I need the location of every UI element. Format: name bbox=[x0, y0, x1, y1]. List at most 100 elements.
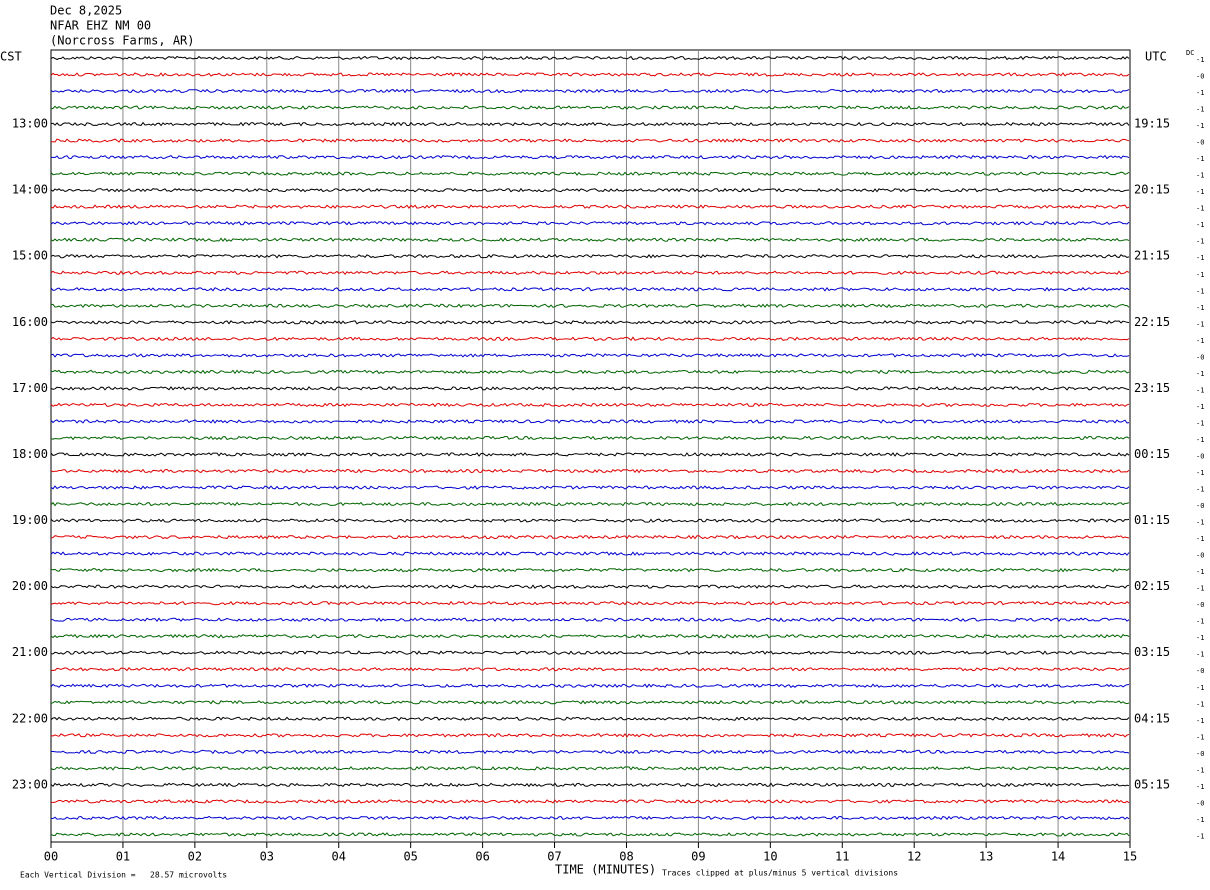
trace bbox=[50, 369, 1130, 375]
cst-label: 20:00 bbox=[12, 579, 48, 593]
trace bbox=[50, 270, 1130, 275]
cst-label: 17:00 bbox=[12, 381, 48, 395]
x-tick-label: 01 bbox=[116, 850, 130, 864]
trace bbox=[50, 782, 1130, 788]
trace bbox=[50, 633, 1130, 639]
trace bbox=[50, 171, 1130, 176]
trace bbox=[50, 303, 1130, 309]
x-tick-label: 09 bbox=[691, 850, 705, 864]
cst-label: 22:00 bbox=[12, 711, 48, 725]
x-tick-label: 12 bbox=[907, 850, 921, 864]
date: Dec 8,2025 bbox=[50, 4, 122, 18]
trace bbox=[50, 683, 1130, 689]
cst-label: 14:00 bbox=[12, 183, 48, 197]
dc-label: DC bbox=[1186, 49, 1194, 57]
trace bbox=[50, 386, 1130, 391]
dc-offset: -1 bbox=[1196, 106, 1204, 114]
trace bbox=[50, 72, 1130, 77]
dc-offset: -0 bbox=[1196, 601, 1204, 609]
utc-label: 19:15 bbox=[1134, 117, 1170, 131]
trace bbox=[50, 286, 1130, 292]
plot-frame bbox=[50, 49, 1131, 843]
trace bbox=[50, 402, 1130, 408]
dc-offset: -1 bbox=[1196, 783, 1204, 791]
dc-offset: -0 bbox=[1196, 799, 1204, 807]
utc-label: 00:15 bbox=[1134, 447, 1170, 461]
dc-offset: -1 bbox=[1196, 172, 1204, 180]
x-tick-label: 03 bbox=[260, 850, 274, 864]
dc-offset: -1 bbox=[1196, 188, 1204, 196]
cst-label: 19:00 bbox=[12, 513, 48, 527]
trace bbox=[50, 419, 1130, 424]
trace bbox=[50, 88, 1130, 94]
trace bbox=[51, 154, 1130, 160]
x-tick-label: 00 bbox=[44, 850, 58, 864]
cst-label: 18:00 bbox=[12, 447, 48, 461]
dc-offset: -1 bbox=[1196, 832, 1204, 840]
x-tick-label: 06 bbox=[475, 850, 489, 864]
dc-offset: -1 bbox=[1196, 155, 1204, 163]
dc-offset: -1 bbox=[1196, 320, 1204, 328]
division-note: Each Vertical Division = 28.57 microvolt… bbox=[20, 871, 227, 880]
trace bbox=[50, 55, 1130, 61]
dc-offset: -1 bbox=[1196, 419, 1204, 427]
trace bbox=[50, 551, 1130, 556]
x-axis-label: TIME (MINUTES) bbox=[555, 863, 656, 877]
trace bbox=[50, 485, 1130, 490]
x-tick-label: 14 bbox=[1051, 850, 1065, 864]
dc-offset: -1 bbox=[1196, 370, 1204, 378]
dc-offset: -0 bbox=[1196, 667, 1204, 675]
dc-offset: -0 bbox=[1196, 552, 1204, 560]
trace bbox=[50, 700, 1130, 705]
cst-label: 16:00 bbox=[12, 315, 48, 329]
trace bbox=[50, 105, 1130, 110]
dc-offset: -1 bbox=[1196, 238, 1204, 246]
utc-label: 22:15 bbox=[1134, 315, 1170, 329]
trace bbox=[50, 832, 1130, 837]
dc-offset: -1 bbox=[1196, 469, 1204, 477]
utc-label: 01:15 bbox=[1134, 513, 1170, 527]
trace bbox=[50, 650, 1130, 655]
trace bbox=[50, 716, 1130, 722]
trace bbox=[50, 452, 1130, 457]
station: NFAR EHZ NM 00 bbox=[50, 19, 151, 33]
dc-offset: -1 bbox=[1196, 271, 1204, 279]
trace bbox=[50, 600, 1130, 606]
trace bbox=[50, 667, 1130, 672]
utc-label: 21:15 bbox=[1134, 249, 1170, 263]
trace bbox=[51, 749, 1130, 755]
trace bbox=[50, 138, 1130, 143]
cst-label: 13:00 bbox=[12, 117, 48, 131]
dc-offset: -1 bbox=[1196, 386, 1204, 394]
trace bbox=[50, 435, 1130, 441]
dc-offset: -1 bbox=[1196, 618, 1204, 626]
dc-offset: -0 bbox=[1196, 139, 1204, 147]
dc-offset: -1 bbox=[1196, 254, 1204, 262]
utc-label: 02:15 bbox=[1134, 579, 1170, 593]
dc-offset: -0 bbox=[1196, 452, 1204, 460]
trace bbox=[50, 567, 1130, 573]
trace bbox=[50, 617, 1130, 623]
trace bbox=[50, 799, 1130, 804]
dc-offset: -1 bbox=[1196, 535, 1204, 543]
dc-offset: -1 bbox=[1196, 684, 1204, 692]
x-tick-label: 10 bbox=[763, 850, 777, 864]
dc-offset: -1 bbox=[1196, 89, 1204, 97]
dc-offset: -0 bbox=[1196, 73, 1204, 81]
dc-offset: -1 bbox=[1196, 634, 1204, 642]
dc-offset: -1 bbox=[1196, 403, 1204, 411]
dc-offset: -1 bbox=[1196, 436, 1204, 444]
dc-offset: -1 bbox=[1196, 56, 1204, 64]
trace bbox=[50, 320, 1130, 325]
trace bbox=[50, 468, 1130, 474]
dc-offset: -1 bbox=[1196, 221, 1204, 229]
utc-label: 04:15 bbox=[1134, 711, 1170, 725]
x-tick-label: 02 bbox=[188, 850, 202, 864]
location: (Norcross Farms, AR) bbox=[50, 34, 195, 48]
trace bbox=[50, 187, 1130, 193]
trace bbox=[50, 584, 1130, 589]
trace bbox=[50, 220, 1130, 226]
trace bbox=[51, 815, 1130, 821]
